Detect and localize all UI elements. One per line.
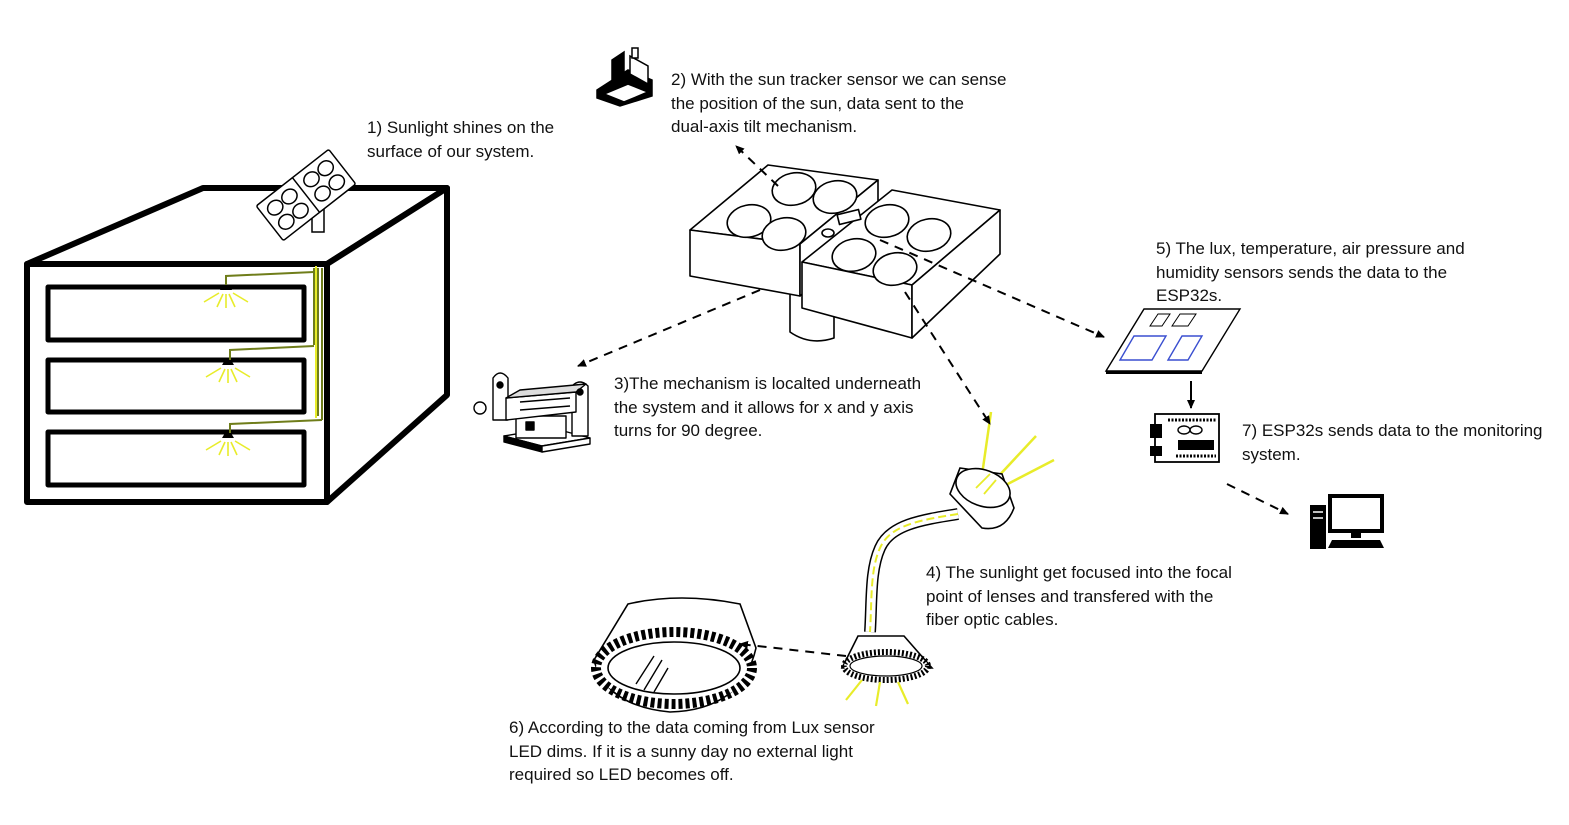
led-lamp-icon bbox=[203, 285, 251, 456]
shelf-drawer-bottom bbox=[45, 429, 307, 488]
arrow-collector-to-lens bbox=[904, 291, 991, 425]
fiber-optic-cable-icon bbox=[864, 508, 959, 633]
shelf-drawer-top bbox=[45, 284, 307, 343]
solar-collector-small-icon bbox=[256, 149, 356, 241]
computer-monitor-icon bbox=[1310, 494, 1384, 549]
step-7-caption: 7) ESP32s sends data to the monitoring s… bbox=[1242, 421, 1543, 464]
arrow-collector-to-board bbox=[879, 239, 1105, 338]
lens-focuser-icon bbox=[949, 411, 1055, 530]
esp32-board-icon bbox=[1150, 413, 1220, 463]
shelf-drawer-middle bbox=[45, 357, 307, 415]
flow-arrows bbox=[577, 145, 1289, 657]
step-5-caption: 5) The lux, temperature, air pressure an… bbox=[1156, 239, 1465, 305]
step-3-caption: 3)The mechanism is localted underneath t… bbox=[614, 374, 922, 440]
step-4-caption: 4) The sunlight get focused into the foc… bbox=[926, 563, 1232, 629]
arrow-collector-to-mechanism bbox=[577, 289, 761, 367]
solar-collector-icon bbox=[689, 164, 1001, 342]
tilt-mechanism-icon bbox=[473, 372, 591, 453]
step-1-caption: 1) Sunlight shines on the surface of our… bbox=[367, 118, 555, 161]
led-ring-icon bbox=[840, 635, 934, 707]
arrow-collector-to-tracker bbox=[735, 145, 779, 187]
led-ring-large-icon bbox=[591, 597, 757, 713]
arrow-led-ring-to-lamp bbox=[739, 640, 847, 657]
building-cabinet-icon bbox=[24, 185, 450, 505]
sun-tracker-sensor-icon bbox=[596, 47, 653, 107]
internal-wiring bbox=[225, 266, 323, 433]
sensor-board-icon bbox=[1104, 308, 1242, 374]
step-6-caption: 6) According to the data coming from Lux… bbox=[509, 718, 875, 784]
step-2-caption: 2) With the sun tracker sensor we can se… bbox=[671, 70, 1007, 136]
arrow-esp32-to-computer bbox=[1226, 483, 1289, 515]
